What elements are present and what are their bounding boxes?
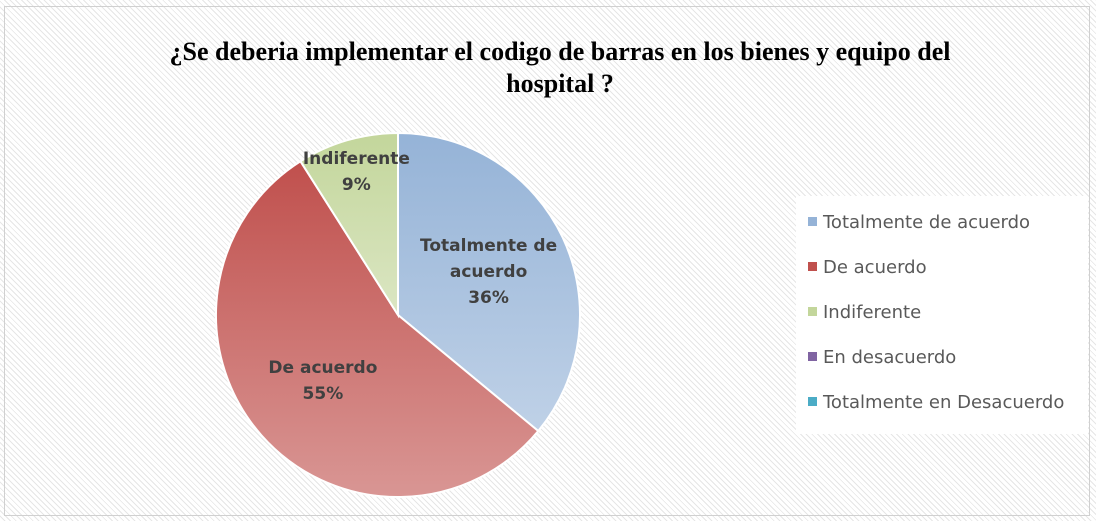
legend-label: De acuerdo [823,257,927,278]
data-label: Totalmente de acuerdo 36% [409,233,569,311]
legend-swatch [808,262,817,271]
legend: Totalmente de acuerdo De acuerdo Indiferen… [796,196,1088,434]
legend-swatch [808,397,817,406]
chart-frame [4,6,1090,516]
pie-slice [215,159,540,498]
legend-label: Indiferente [823,302,922,323]
legend-label: En desacuerdo [823,347,957,368]
data-label-value: 36% [468,288,509,309]
data-label: De acuerdo 55% [243,355,403,407]
legend-label: Totalmente en Desacuerdo [823,392,1065,413]
data-label-category: De acuerdo [268,358,378,379]
data-label: Indiferente 9% [296,146,416,198]
legend-swatch [808,307,817,316]
legend-item: De acuerdo [808,257,927,278]
chart-title: ¿Se deberia implementar el codigo de bar… [169,37,951,98]
data-label-category: Totalmente de acuerdo [420,236,558,283]
data-label-value: 9% [341,174,371,195]
legend-swatch [808,217,817,226]
data-label-category: Indiferente [302,148,410,169]
legend-item: Totalmente de acuerdo [808,212,1030,233]
legend-label: Totalmente de acuerdo [823,212,1031,233]
pie-slice [397,131,581,433]
legend-item: Indiferente [808,302,921,323]
pie-slice [299,131,399,319]
legend-item: En desacuerdo [808,347,956,368]
data-label-value: 55% [302,384,344,405]
legend-swatch [808,352,817,361]
legend-item: Totalmente en Desacuerdo [808,392,1064,413]
